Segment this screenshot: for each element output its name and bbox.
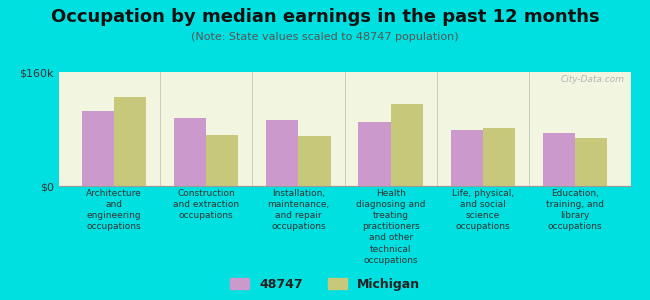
Text: Life, physical,
and social
science
occupations: Life, physical, and social science occup… bbox=[452, 189, 514, 231]
Bar bbox=[266, 120, 298, 186]
Bar bbox=[391, 104, 423, 186]
Bar bbox=[206, 135, 239, 186]
Bar bbox=[543, 133, 575, 186]
Legend: 48747, Michigan: 48747, Michigan bbox=[230, 278, 420, 291]
Bar bbox=[81, 111, 114, 186]
Text: Installation,
maintenance,
and repair
occupations: Installation, maintenance, and repair oc… bbox=[267, 189, 330, 231]
Text: City-Data.com: City-Data.com bbox=[561, 75, 625, 84]
Text: Occupation by median earnings in the past 12 months: Occupation by median earnings in the pas… bbox=[51, 8, 599, 26]
Bar bbox=[114, 97, 146, 186]
Bar bbox=[174, 118, 206, 186]
Text: Architecture
and
engineering
occupations: Architecture and engineering occupations bbox=[86, 189, 142, 231]
Text: (Note: State values scaled to 48747 population): (Note: State values scaled to 48747 popu… bbox=[191, 32, 459, 41]
Text: Health
diagnosing and
treating
practitioners
and other
technical
occupations: Health diagnosing and treating practitio… bbox=[356, 189, 425, 265]
Text: Construction
and extraction
occupations: Construction and extraction occupations bbox=[173, 189, 239, 220]
Bar bbox=[575, 137, 608, 186]
Bar bbox=[450, 130, 483, 186]
Bar bbox=[358, 122, 391, 186]
Text: Education,
training, and
library
occupations: Education, training, and library occupat… bbox=[546, 189, 604, 231]
Bar bbox=[483, 128, 515, 186]
Bar bbox=[298, 136, 331, 186]
